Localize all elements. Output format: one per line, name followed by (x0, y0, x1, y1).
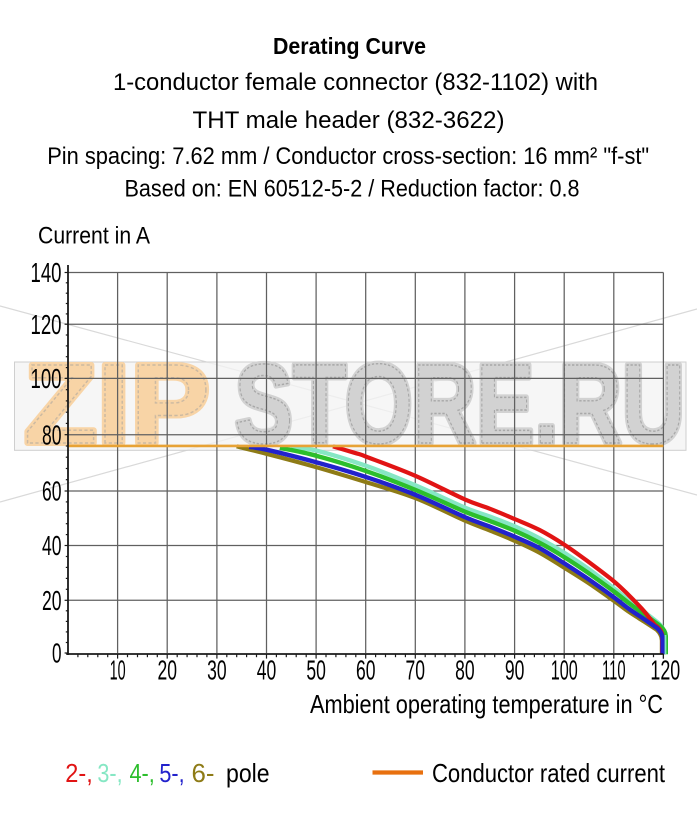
svg-text:90: 90 (505, 655, 525, 686)
svg-text:3-,: 3-, (97, 758, 122, 788)
svg-text:THT male header (832-3622): THT male header (832-3622) (193, 107, 505, 134)
svg-text:Current in A: Current in A (38, 223, 150, 250)
svg-text:Pin spacing: 7.62 mm / Conduct: Pin spacing: 7.62 mm / Conductor cross-s… (47, 143, 649, 170)
svg-text:5-,: 5-, (159, 758, 184, 788)
svg-text:10: 10 (110, 655, 126, 686)
svg-text:50: 50 (306, 655, 326, 686)
svg-text:Ambient operating temperature: Ambient operating temperature in °C (310, 689, 663, 719)
svg-text:2-,: 2-, (65, 758, 93, 788)
svg-text:6-: 6- (192, 758, 215, 788)
svg-text:Based on: EN 60512-5-2 / Reduc: Based on: EN 60512-5-2 / Reduction facto… (125, 176, 580, 203)
svg-text:1-conductor female connector (: 1-conductor female connector (832-1102) … (113, 69, 598, 96)
svg-text:70: 70 (406, 655, 426, 686)
svg-text:100: 100 (551, 655, 578, 686)
svg-text:20: 20 (42, 585, 62, 616)
svg-text:140: 140 (31, 257, 62, 288)
svg-text:30: 30 (207, 655, 227, 686)
svg-text:4-,: 4-, (130, 758, 155, 788)
svg-text:100: 100 (31, 363, 62, 394)
svg-text:40: 40 (42, 530, 62, 561)
svg-text:40: 40 (257, 655, 277, 686)
svg-text:20: 20 (157, 655, 177, 686)
svg-text:Conductor rated current: Conductor rated current (432, 758, 666, 788)
svg-text:pole: pole (226, 758, 270, 788)
svg-text:80: 80 (455, 655, 475, 686)
svg-text:60: 60 (42, 476, 62, 507)
svg-text:80: 80 (42, 419, 62, 450)
svg-text:120: 120 (650, 655, 680, 686)
svg-text:120: 120 (31, 309, 62, 340)
svg-text:60: 60 (356, 655, 376, 686)
svg-text:110: 110 (602, 655, 626, 686)
svg-text:0: 0 (52, 638, 62, 669)
svg-text:Derating Curve: Derating Curve (273, 33, 426, 59)
